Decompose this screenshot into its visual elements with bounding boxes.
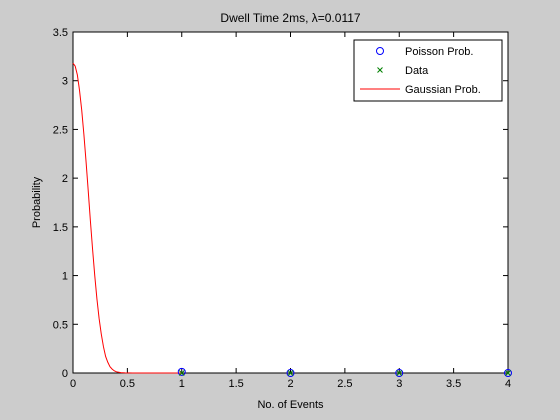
- poisson-point: [504, 369, 512, 377]
- poisson-point: [395, 369, 404, 377]
- y-axis-label: Probability: [31, 176, 43, 228]
- y-tick-label: 0: [62, 368, 68, 380]
- x-tick-label: 2.5: [337, 378, 352, 390]
- x-tick-label: 3: [396, 378, 402, 390]
- legend-box: [353, 39, 503, 102]
- legend-data-marker: [377, 67, 383, 73]
- data-point: [396, 370, 403, 376]
- data-point: [178, 370, 185, 376]
- y-tick-label: 3.5: [53, 27, 68, 39]
- legend: Poisson Prob. Data Gaussian Prob.: [353, 39, 503, 102]
- y-tick-label: 2: [62, 173, 68, 185]
- data-point: [287, 370, 294, 376]
- legend-poisson-marker: [376, 47, 384, 55]
- poisson-point: [177, 367, 186, 376]
- x-tick-label: 1.5: [228, 378, 243, 390]
- y-tick-label: 0.5: [53, 319, 68, 331]
- x-tick-label: 0.5: [120, 378, 135, 390]
- x-axis-label: No. of Events: [257, 399, 324, 411]
- legend-label-poisson: Poisson Prob.: [405, 46, 473, 58]
- y-tick-label: 2.5: [53, 124, 68, 136]
- gaussian-line: [72, 62, 182, 374]
- x-tick-label: 1: [179, 378, 185, 390]
- y-tick-label: 1: [62, 271, 68, 283]
- chart-title: Dwell Time 2ms, λ=0.0117: [220, 11, 360, 25]
- gaussian-series: [72, 62, 182, 374]
- legend-label-gaussian: Gaussian Prob.: [405, 84, 481, 96]
- data-point: [505, 370, 511, 376]
- poisson-point: [286, 368, 295, 377]
- x-tick-label: 4: [505, 378, 511, 390]
- y-tick-label: 1.5: [53, 222, 68, 234]
- x-tick-label: 2: [287, 378, 293, 390]
- legend-label-data: Data: [405, 65, 429, 77]
- x-tick-label: 3.5: [446, 378, 461, 390]
- x-tick-label: 0: [70, 378, 76, 390]
- y-tick-label: 3: [62, 76, 68, 88]
- marker-series: [177, 367, 512, 377]
- axis-ticks: 0 0.5 1 1.5 2 2.5 3 3.5 4 0 0.5 1 1.5 2 2.5 3 3.5: [53, 27, 511, 390]
